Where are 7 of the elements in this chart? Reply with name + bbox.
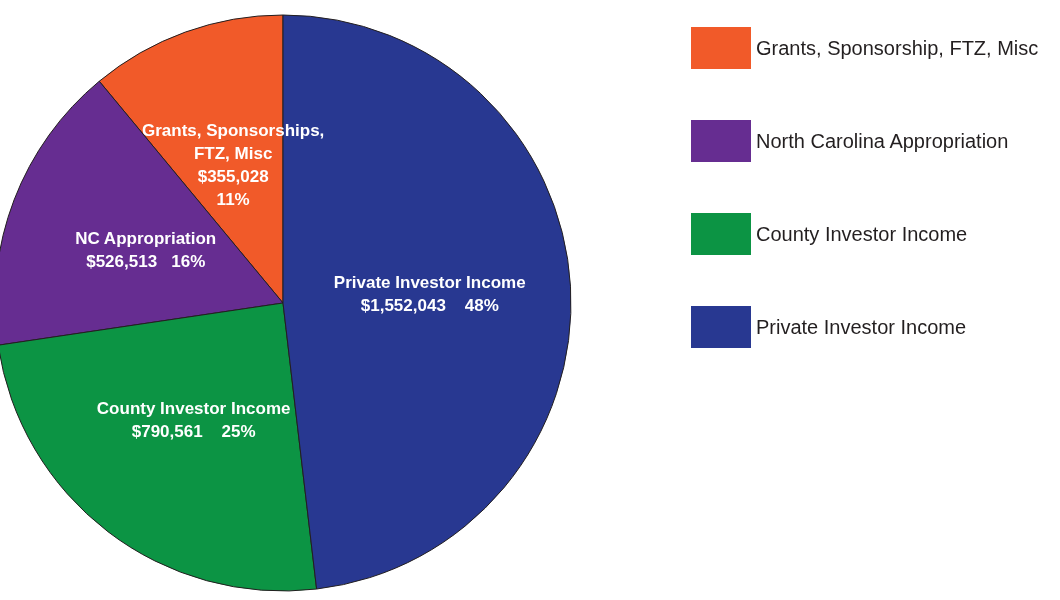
data-label: Private Investor Income $1,552,043 48% [333, 273, 526, 316]
legend-label: Private Investor Income [756, 316, 967, 338]
data-label: County Investor Income $790,561 25% [96, 398, 291, 441]
data-label: NC Appropriation $526,513 16% [75, 229, 217, 272]
legend-label: North Carolina Appropriation [756, 130, 1009, 152]
legend-label: County Investor Income [756, 223, 968, 245]
legend-label: Grants, Sponsorship, FTZ, Misc [756, 37, 1039, 59]
